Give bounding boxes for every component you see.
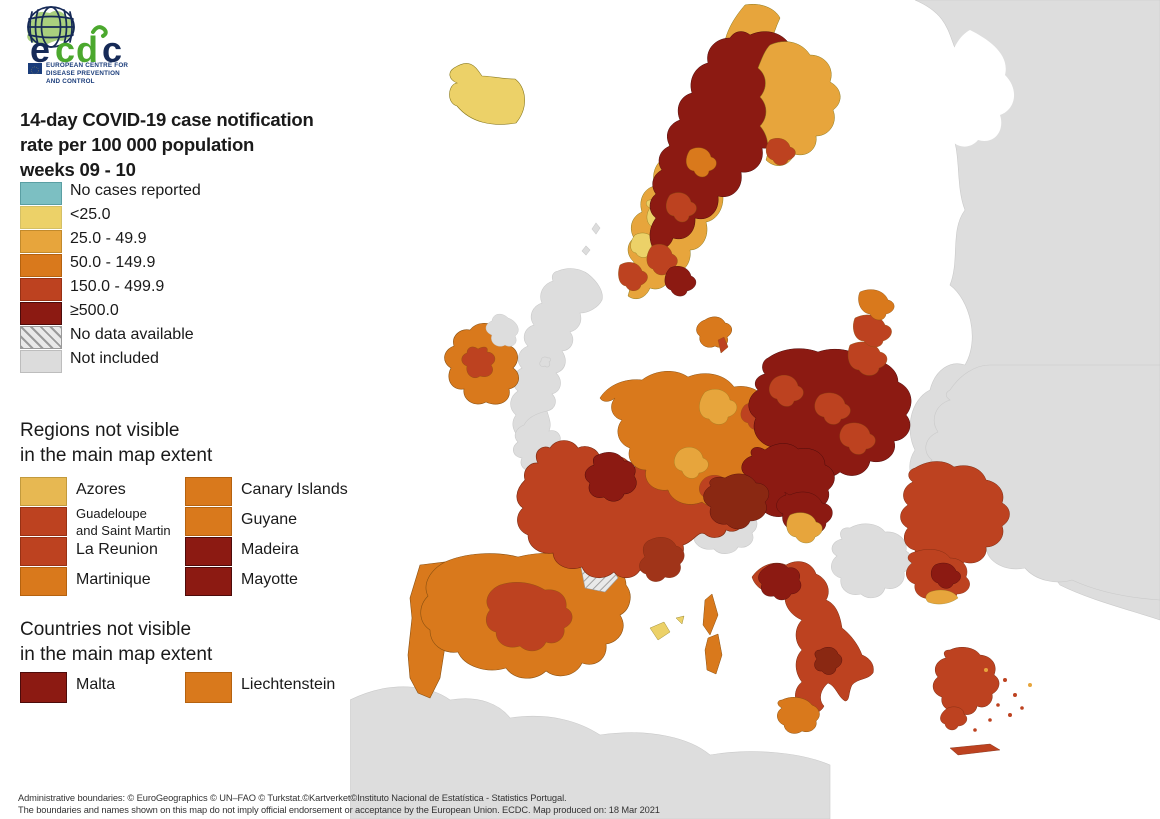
svg-text:e: e <box>30 29 50 64</box>
svg-text:c: c <box>55 29 75 64</box>
svg-text:d: d <box>76 29 98 64</box>
